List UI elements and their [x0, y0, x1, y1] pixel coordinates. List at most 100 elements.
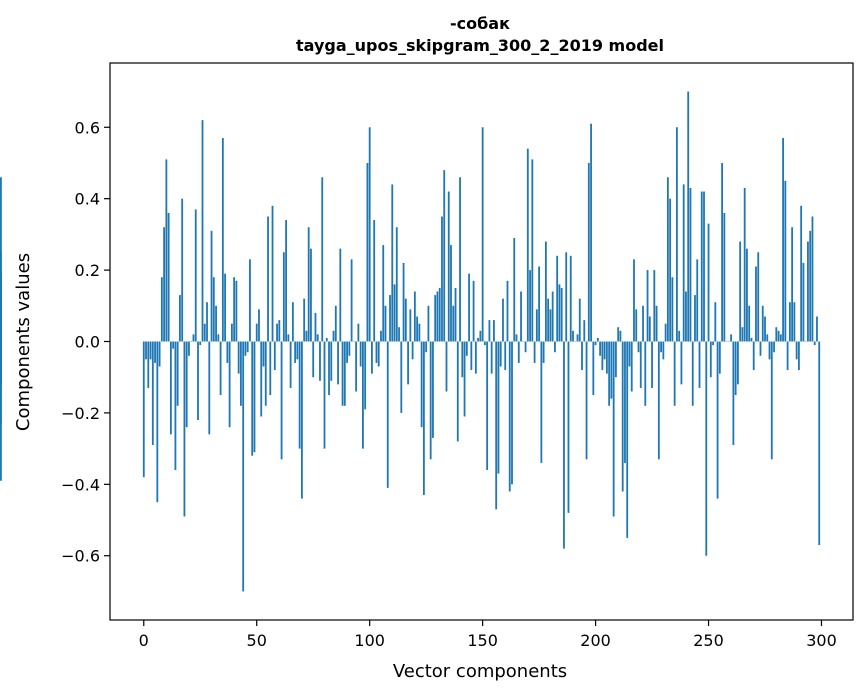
bar-45 [244, 341, 247, 356]
bar-241 [687, 91, 690, 342]
bar-153 [488, 320, 491, 342]
bar-176 [540, 341, 543, 463]
bar-174 [535, 309, 538, 342]
bar-181 [551, 291, 554, 342]
bar-136 [450, 245, 452, 342]
bar-95 [357, 323, 360, 342]
bar-267 [746, 248, 748, 342]
bar-78 [319, 341, 321, 381]
bar-204 [603, 341, 606, 360]
bar-7 [158, 341, 161, 367]
bar-236 [676, 127, 678, 342]
bar-64 [287, 334, 290, 342]
bar-39 [230, 323, 233, 342]
bar-268 [748, 305, 751, 342]
bar-11 [167, 212, 170, 342]
bar-36 [224, 273, 226, 342]
bar-289 [795, 341, 798, 360]
bar-154 [490, 341, 493, 374]
bar-194 [581, 341, 583, 371]
bar-84 [332, 330, 335, 342]
bar-14 [174, 341, 177, 471]
x-tick-label: 300 [806, 631, 837, 650]
bar-17 [181, 198, 184, 342]
bar-57 [271, 205, 274, 342]
bar-215 [628, 341, 631, 367]
bar-239 [682, 184, 685, 342]
bar-2 [147, 341, 150, 388]
bars-group [0, 91, 821, 592]
bar-79 [321, 177, 324, 342]
bar-248 [703, 191, 705, 342]
bar-261 [732, 341, 735, 446]
bar-38 [228, 341, 231, 428]
bar-290 [797, 341, 800, 371]
bar-285 [786, 341, 789, 371]
bar-120 [413, 291, 416, 342]
bar-85 [334, 305, 337, 342]
bar-234 [671, 277, 674, 342]
bar-98 [364, 341, 367, 410]
bar-143 [465, 341, 468, 356]
bar-276 [766, 334, 769, 342]
bar-117 [407, 341, 409, 385]
bar-130 [436, 291, 439, 342]
y-tick-label: −0.4 [61, 475, 100, 494]
bar-9 [163, 227, 166, 342]
bar-51 [258, 309, 260, 342]
bar-23 [194, 209, 197, 342]
bar-161 [506, 280, 509, 342]
bar-179 [547, 298, 550, 342]
bar-131 [438, 287, 441, 342]
bar-49 [253, 341, 256, 453]
bar-233 [669, 198, 672, 342]
bar-190 [572, 330, 574, 342]
bar-252 [712, 341, 714, 346]
bar-173 [533, 341, 536, 363]
bar-223 [646, 270, 649, 342]
bar-200 [594, 341, 597, 346]
bar-219 [637, 341, 640, 353]
bar-224 [648, 316, 651, 342]
bar-90 [346, 341, 348, 363]
bar-77 [316, 334, 319, 342]
bar-145 [470, 341, 473, 371]
bar-152 [486, 341, 489, 471]
bar-216 [630, 341, 633, 392]
bar-172 [531, 159, 534, 342]
bar-206 [608, 341, 611, 406]
x-tick-label: 200 [580, 631, 611, 650]
bar-52 [260, 341, 263, 417]
bar-74 [310, 248, 312, 342]
x-tick-label: 0 [139, 631, 149, 650]
bar-undefined [0, 273, 2, 342]
bar-255 [718, 341, 721, 374]
bar-212 [621, 341, 624, 492]
bar-42 [237, 341, 240, 374]
bar-242 [689, 187, 692, 342]
bar-1 [145, 341, 147, 360]
bar-8 [160, 277, 163, 342]
bar-198 [590, 123, 592, 342]
bar-undefined [0, 312, 2, 342]
bar-187 [565, 252, 568, 342]
bar-209 [615, 341, 617, 378]
bar-279 [773, 341, 775, 353]
bar-129 [434, 295, 437, 342]
bar-230 [662, 341, 665, 360]
bar-133 [443, 170, 446, 342]
bar-54 [264, 341, 267, 406]
bar-92 [350, 259, 353, 342]
bar-121 [416, 316, 419, 342]
chart-subtitle: tayga_upos_skipgram_300_2_2019 model [296, 36, 664, 55]
bar-169 [524, 341, 527, 353]
bar-86 [337, 341, 339, 385]
x-tick-label: 100 [354, 631, 385, 650]
bar-30 [210, 230, 213, 342]
x-axis-ticks: 0 50 100 150 200 250 300 [139, 620, 837, 650]
y-axis-label: Components values [13, 253, 34, 431]
bar-158 [499, 341, 502, 367]
bar-162 [508, 341, 511, 492]
bar-229 [660, 341, 662, 353]
bar-50 [255, 323, 258, 342]
